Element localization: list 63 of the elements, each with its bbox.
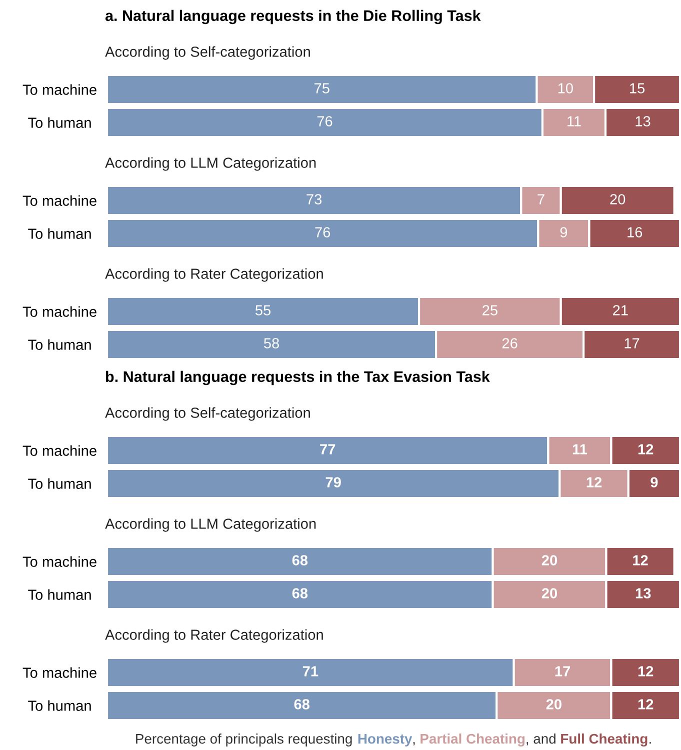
y-tick-label: To human (28, 228, 91, 239)
y-tick-label: To human (28, 589, 91, 600)
chart-subtitle: According to Self-categorization (105, 407, 310, 421)
data-label: 7 (538, 194, 544, 204)
data-label: 68 (292, 588, 308, 598)
data-label: 20 (542, 588, 558, 598)
data-label: 13 (636, 116, 650, 126)
y-tick-label: To human (28, 117, 91, 128)
series-label: Full Cheating (561, 733, 648, 747)
data-label: 20 (542, 555, 558, 566)
data-label: 77 (320, 444, 336, 454)
data-label: 17 (555, 666, 570, 676)
chart-title: b. Natural language requests in the Tax Evasion Task (106, 370, 490, 386)
data-label: 20 (546, 699, 562, 710)
data-label: 11 (568, 116, 581, 126)
data-label: 12 (586, 477, 602, 488)
data-label: 79 (326, 477, 341, 488)
data-label: 9 (650, 477, 658, 488)
data-label: 16 (628, 227, 642, 238)
data-label: 12 (638, 444, 654, 454)
data-label: 58 (264, 338, 279, 348)
y-tick-label: To human (28, 339, 91, 350)
chart-title: a. Natural language requests in the Die Rolling Task (105, 10, 481, 24)
y-tick-label: To human (28, 700, 91, 711)
data-label: 20 (610, 194, 626, 204)
chart-subtitle: According to Rater Categorization (105, 629, 323, 643)
text: , and (526, 734, 556, 746)
data-label: 15 (630, 83, 645, 94)
series-label: Honesty (358, 734, 412, 746)
y-tick-label: To machine (22, 667, 96, 678)
data-label: 68 (292, 555, 308, 566)
data-label: 26 (502, 338, 518, 348)
data-label: 55 (255, 305, 271, 316)
data-label: 73 (306, 194, 322, 204)
legend-title: Percentage of principals requesting (136, 734, 352, 746)
data-label: 12 (638, 699, 654, 710)
y-tick-label: To machine (22, 306, 96, 317)
data-label: 25 (482, 305, 498, 316)
data-label: 75 (314, 83, 330, 94)
data-label: 11 (572, 444, 588, 454)
data-label: 71 (302, 666, 318, 676)
data-label: 17 (624, 338, 640, 348)
text: , (413, 742, 415, 746)
y-tick-label: To machine (22, 195, 96, 206)
data-label: 76 (315, 227, 330, 238)
data-label: 21 (613, 305, 628, 316)
chart-subtitle: According to Self-categorization (105, 46, 310, 60)
data-label: 76 (317, 116, 332, 126)
data-label: 9 (560, 227, 568, 238)
text: . (650, 742, 651, 744)
y-tick-label: To machine (22, 556, 96, 567)
data-label: 12 (633, 555, 648, 566)
data-label: 10 (558, 83, 573, 94)
y-tick-label: To machine (22, 445, 96, 456)
y-tick-label: To human (28, 478, 91, 489)
chart-subtitle: According to LLM Categorization (105, 157, 316, 171)
chart-subtitle: According to Rater Categorization (105, 268, 323, 282)
y-tick-label: To machine (22, 84, 96, 95)
series-label: Partial Cheating (420, 733, 524, 747)
data-label: 68 (294, 699, 310, 710)
data-label: 13 (636, 588, 651, 598)
data-label: 12 (638, 666, 654, 676)
chart-subtitle: According to LLM Categorization (105, 518, 316, 532)
